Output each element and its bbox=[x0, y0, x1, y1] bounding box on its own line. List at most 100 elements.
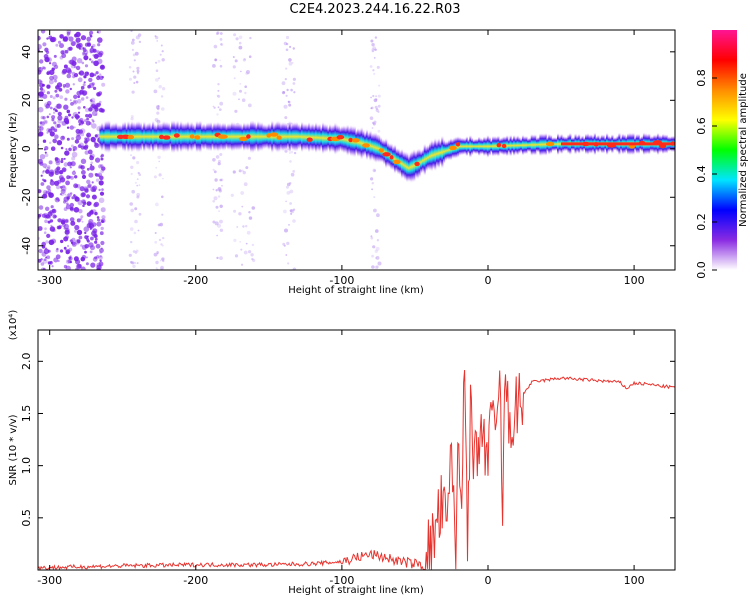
x-tick-label: -200 bbox=[183, 274, 208, 287]
noise-speckle bbox=[216, 32, 219, 35]
spectral-band-column bbox=[109, 123, 113, 150]
colorbar-ticks: 0.0 0.2 0.4 0.6 0.8 bbox=[695, 69, 717, 279]
noise-speckle bbox=[90, 262, 96, 268]
spectral-hotspot bbox=[362, 143, 370, 148]
noise-speckle bbox=[285, 94, 288, 97]
noise-speckle bbox=[238, 45, 243, 50]
noise-speckle bbox=[369, 65, 373, 68]
noise-speckle bbox=[41, 89, 46, 94]
noise-speckle bbox=[242, 225, 245, 228]
spectral-band-column bbox=[322, 121, 325, 155]
noise-speckle bbox=[136, 69, 140, 73]
spectral-band-column bbox=[185, 121, 188, 152]
noise-speckle bbox=[101, 188, 104, 191]
noise-speckle bbox=[59, 185, 63, 189]
noise-speckle bbox=[134, 251, 138, 254]
noise-speckle bbox=[43, 258, 47, 262]
spectral-band-column bbox=[146, 122, 149, 151]
noise-speckle bbox=[377, 110, 380, 113]
noise-speckle bbox=[283, 104, 288, 109]
noise-speckle bbox=[39, 87, 44, 91]
noise-speckle bbox=[218, 108, 222, 111]
noise-speckle bbox=[55, 254, 61, 260]
noise-speckle bbox=[95, 133, 101, 139]
noise-speckle bbox=[38, 79, 42, 85]
noise-speckle bbox=[63, 36, 69, 43]
noise-speckle bbox=[67, 161, 72, 167]
noise-speckle bbox=[89, 99, 93, 102]
spectral-band-column bbox=[476, 138, 479, 155]
snr-multiplier-label: (x10⁴) bbox=[8, 310, 19, 341]
noise-speckle bbox=[134, 207, 138, 211]
noise-speckle bbox=[76, 239, 81, 244]
noise-speckle bbox=[95, 178, 100, 182]
noise-speckle bbox=[80, 192, 86, 198]
spectral-band-column bbox=[437, 137, 440, 170]
noise-speckle bbox=[69, 87, 73, 91]
noise-speckle bbox=[219, 38, 223, 41]
noise-speckle bbox=[92, 48, 97, 53]
noise-speckle bbox=[45, 214, 50, 219]
noise-speckle bbox=[232, 65, 236, 69]
noise-speckle bbox=[99, 175, 104, 181]
noise-speckle bbox=[49, 226, 56, 232]
spectral-band-column bbox=[467, 138, 470, 155]
noise-speckle bbox=[65, 235, 69, 240]
spectral-band-column bbox=[558, 135, 561, 153]
noise-speckle bbox=[54, 79, 57, 83]
noise-speckle bbox=[78, 235, 83, 240]
x-tick-label: 0 bbox=[484, 574, 491, 587]
noise-speckle bbox=[64, 229, 70, 235]
noise-speckle bbox=[161, 257, 165, 261]
noise-speckle bbox=[80, 85, 85, 90]
noise-speckle bbox=[242, 170, 246, 175]
noise-speckle bbox=[85, 194, 91, 199]
noise-speckle bbox=[293, 91, 296, 94]
spectral-band-column bbox=[178, 122, 181, 151]
noise-speckle bbox=[75, 263, 82, 270]
noise-speckle bbox=[57, 119, 62, 124]
noise-speckle bbox=[68, 247, 73, 252]
noise-speckle bbox=[66, 34, 70, 39]
spectral-band-column bbox=[483, 136, 486, 157]
noise-speckle bbox=[291, 62, 294, 64]
noise-speckle bbox=[98, 164, 103, 169]
noise-speckle bbox=[248, 55, 252, 58]
noise-speckle bbox=[51, 118, 55, 122]
noise-speckle bbox=[85, 114, 89, 118]
noise-speckle bbox=[97, 43, 101, 47]
spectral-hotspot bbox=[306, 137, 313, 142]
noise-speckle bbox=[100, 164, 104, 168]
spectral-band-column bbox=[462, 137, 465, 156]
noise-speckle bbox=[83, 106, 86, 109]
noise-speckle bbox=[281, 81, 286, 86]
noise-speckle bbox=[161, 257, 165, 261]
noise-speckle bbox=[290, 172, 295, 177]
spectral-hotspot bbox=[378, 148, 384, 153]
spectral-band-column bbox=[443, 138, 446, 165]
spectral-band-column bbox=[283, 121, 286, 152]
spectral-band-column bbox=[507, 138, 511, 154]
spectral-band-column bbox=[362, 129, 365, 158]
noise-speckle bbox=[72, 99, 78, 105]
noise-speckle bbox=[83, 81, 86, 84]
noise-speckle bbox=[41, 241, 46, 247]
noise-speckle bbox=[236, 226, 239, 228]
noise-speckle bbox=[133, 75, 137, 79]
noise-speckle bbox=[128, 66, 132, 69]
noise-speckle bbox=[65, 180, 70, 186]
noise-speckle bbox=[375, 257, 377, 259]
noise-speckle bbox=[100, 108, 105, 113]
noise-speckle bbox=[76, 132, 81, 137]
spectral-band-column bbox=[472, 139, 475, 154]
spectral-band-column bbox=[204, 123, 207, 150]
noise-speckle bbox=[220, 43, 224, 46]
noise-speckle bbox=[375, 95, 378, 98]
y-tick-label: 0.5 bbox=[20, 509, 33, 527]
noise-speckle bbox=[55, 85, 60, 90]
noise-speckle bbox=[68, 147, 72, 152]
noise-speckle bbox=[214, 58, 217, 62]
noise-speckle bbox=[67, 69, 72, 75]
noise-speckle bbox=[60, 160, 64, 164]
noise-speckle bbox=[54, 89, 58, 93]
